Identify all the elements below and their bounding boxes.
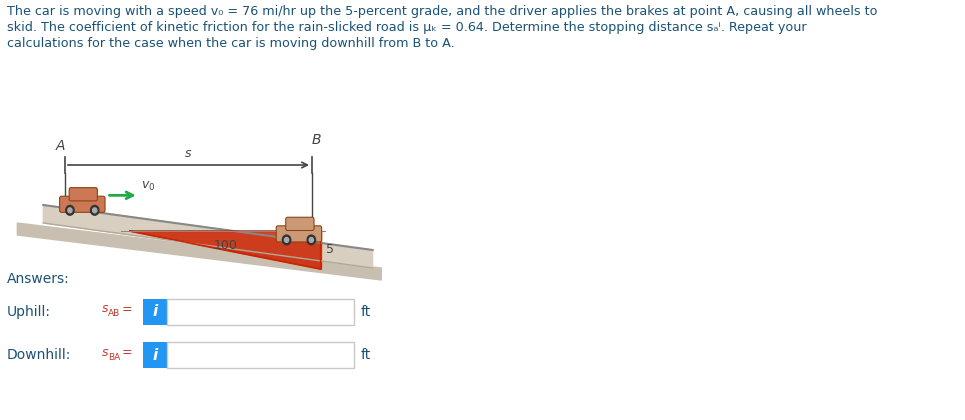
Text: AB: AB — [108, 310, 121, 318]
Text: i: i — [152, 304, 157, 320]
Circle shape — [307, 235, 316, 245]
FancyBboxPatch shape — [167, 299, 353, 325]
Text: s: s — [102, 302, 109, 315]
Circle shape — [91, 205, 98, 215]
Text: s: s — [102, 346, 109, 359]
Circle shape — [68, 208, 72, 213]
FancyBboxPatch shape — [167, 342, 353, 368]
Circle shape — [93, 208, 96, 213]
Text: calculations for the case when the car is moving downhill from B to A.: calculations for the case when the car i… — [7, 37, 455, 50]
Text: 100: 100 — [213, 239, 237, 252]
Text: skid. The coefficient of kinetic friction for the rain-slicked road is μₖ = 0.64: skid. The coefficient of kinetic frictio… — [7, 21, 807, 34]
Text: $v_0$: $v_0$ — [141, 180, 155, 193]
Polygon shape — [130, 231, 320, 269]
Text: ft: ft — [361, 305, 371, 319]
Text: BA: BA — [108, 352, 121, 362]
Text: ft: ft — [361, 348, 371, 362]
Text: Downhill:: Downhill: — [7, 348, 71, 362]
FancyBboxPatch shape — [286, 217, 314, 231]
Text: The car is moving with a speed v₀ = 76 mi/hr up the 5-percent grade, and the dri: The car is moving with a speed v₀ = 76 m… — [7, 5, 877, 18]
Circle shape — [285, 238, 289, 242]
Text: Uphill:: Uphill: — [7, 305, 51, 319]
Text: 5: 5 — [326, 244, 334, 257]
FancyBboxPatch shape — [143, 299, 167, 325]
Circle shape — [66, 205, 74, 215]
Text: =: = — [122, 346, 132, 360]
FancyBboxPatch shape — [276, 226, 321, 242]
Text: B: B — [312, 133, 321, 147]
Text: =: = — [122, 304, 132, 317]
FancyBboxPatch shape — [60, 196, 105, 213]
Text: i: i — [152, 347, 157, 362]
FancyBboxPatch shape — [69, 188, 97, 201]
Text: Answers:: Answers: — [7, 272, 69, 286]
Text: s: s — [185, 147, 192, 160]
FancyBboxPatch shape — [143, 342, 167, 368]
Polygon shape — [17, 223, 381, 280]
Circle shape — [309, 238, 314, 242]
Circle shape — [283, 235, 290, 245]
Text: A: A — [56, 139, 66, 153]
Polygon shape — [43, 205, 372, 268]
